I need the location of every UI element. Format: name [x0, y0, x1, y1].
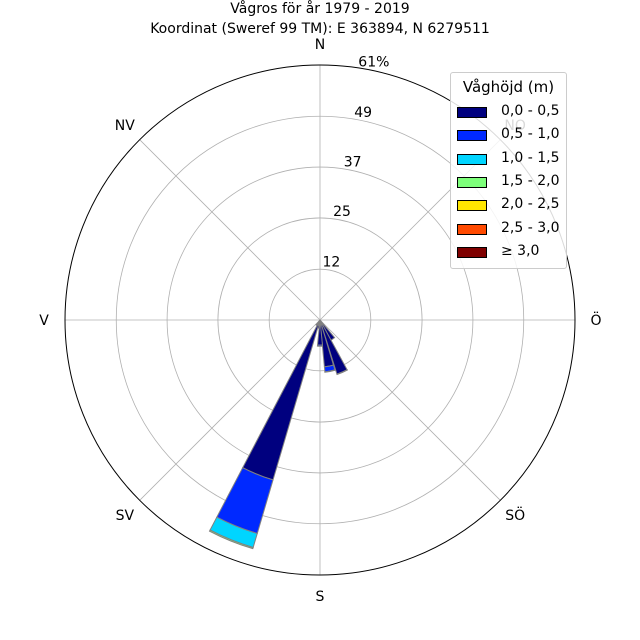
- bar-segment: [324, 369, 336, 373]
- legend-swatch: [457, 153, 487, 165]
- bar-segment: [315, 319, 321, 327]
- direction-label: SV: [116, 508, 135, 524]
- grid-spoke: [319, 319, 501, 501]
- legend-entry: 1,0 - 1,5: [457, 150, 565, 168]
- radial-tick-label: 49: [354, 105, 372, 121]
- radial-tick-label: 61%: [358, 55, 389, 71]
- legend-label: 0,0 - 0,5: [501, 103, 560, 119]
- chart-title: Vågros för år 1979 - 2019: [230, 0, 409, 17]
- legend-swatch: [457, 176, 487, 188]
- legend-title: Våghöjd (m): [462, 78, 555, 96]
- direction-label: S: [316, 589, 325, 605]
- legend-entry: 0,5 - 1,0: [457, 126, 565, 144]
- grid-spoke: [139, 319, 321, 501]
- legend-label: 2,0 - 2,5: [501, 196, 560, 213]
- bar-segment: [336, 369, 349, 376]
- legend-entry: 2,5 - 3,0: [457, 220, 565, 238]
- chart-subtitle: Koordinat (Sweref 99 TM): E 363894, N 62…: [150, 21, 490, 37]
- legend: Våghöjd (m) 0,0 - 0,5 0,5 - 1,0 1,0 - 1,5 1…: [450, 72, 567, 269]
- legend-entry: ≥ 3,0: [457, 243, 565, 261]
- legend-label: 0,5 - 1,0: [501, 126, 560, 143]
- polar-grid: [64, 64, 576, 576]
- legend-swatch: [457, 130, 487, 142]
- direction-label: V: [39, 313, 49, 329]
- bar-segment: [316, 344, 324, 347]
- bar-segment: [208, 529, 254, 550]
- direction-label: Ö: [590, 311, 601, 329]
- radial-tick-label: 25: [333, 204, 351, 220]
- legend-swatch: [457, 223, 487, 235]
- direction-label: SÖ: [505, 506, 525, 524]
- legend-entry: 1,5 - 2,0: [457, 173, 565, 191]
- radial-tick-label: 37: [344, 155, 362, 171]
- radial-tick-label: 12: [322, 254, 340, 270]
- direction-label: N: [315, 37, 325, 53]
- legend-label: 1,0 - 1,5: [501, 149, 560, 166]
- legend-label: 2,5 - 3,0: [501, 219, 560, 236]
- direction-label: NV: [115, 118, 135, 134]
- legend-swatch: [457, 246, 487, 258]
- legend-entry: 0,0 - 0,5: [457, 103, 565, 121]
- grid-spoke: [139, 139, 321, 321]
- legend-entry: 2,0 - 2,5: [457, 196, 565, 214]
- bar-segment: [242, 319, 321, 481]
- radial-tick-labels: 12 25 37 49 61%: [322, 55, 389, 271]
- legend-swatch: [457, 107, 487, 118]
- legend-label: 1,5 - 2,0: [501, 172, 560, 189]
- legend-label: ≥ 3,0: [501, 242, 540, 259]
- legend-swatch: [457, 200, 487, 212]
- wave-bars: [208, 319, 349, 550]
- outer-frame: [64, 64, 576, 576]
